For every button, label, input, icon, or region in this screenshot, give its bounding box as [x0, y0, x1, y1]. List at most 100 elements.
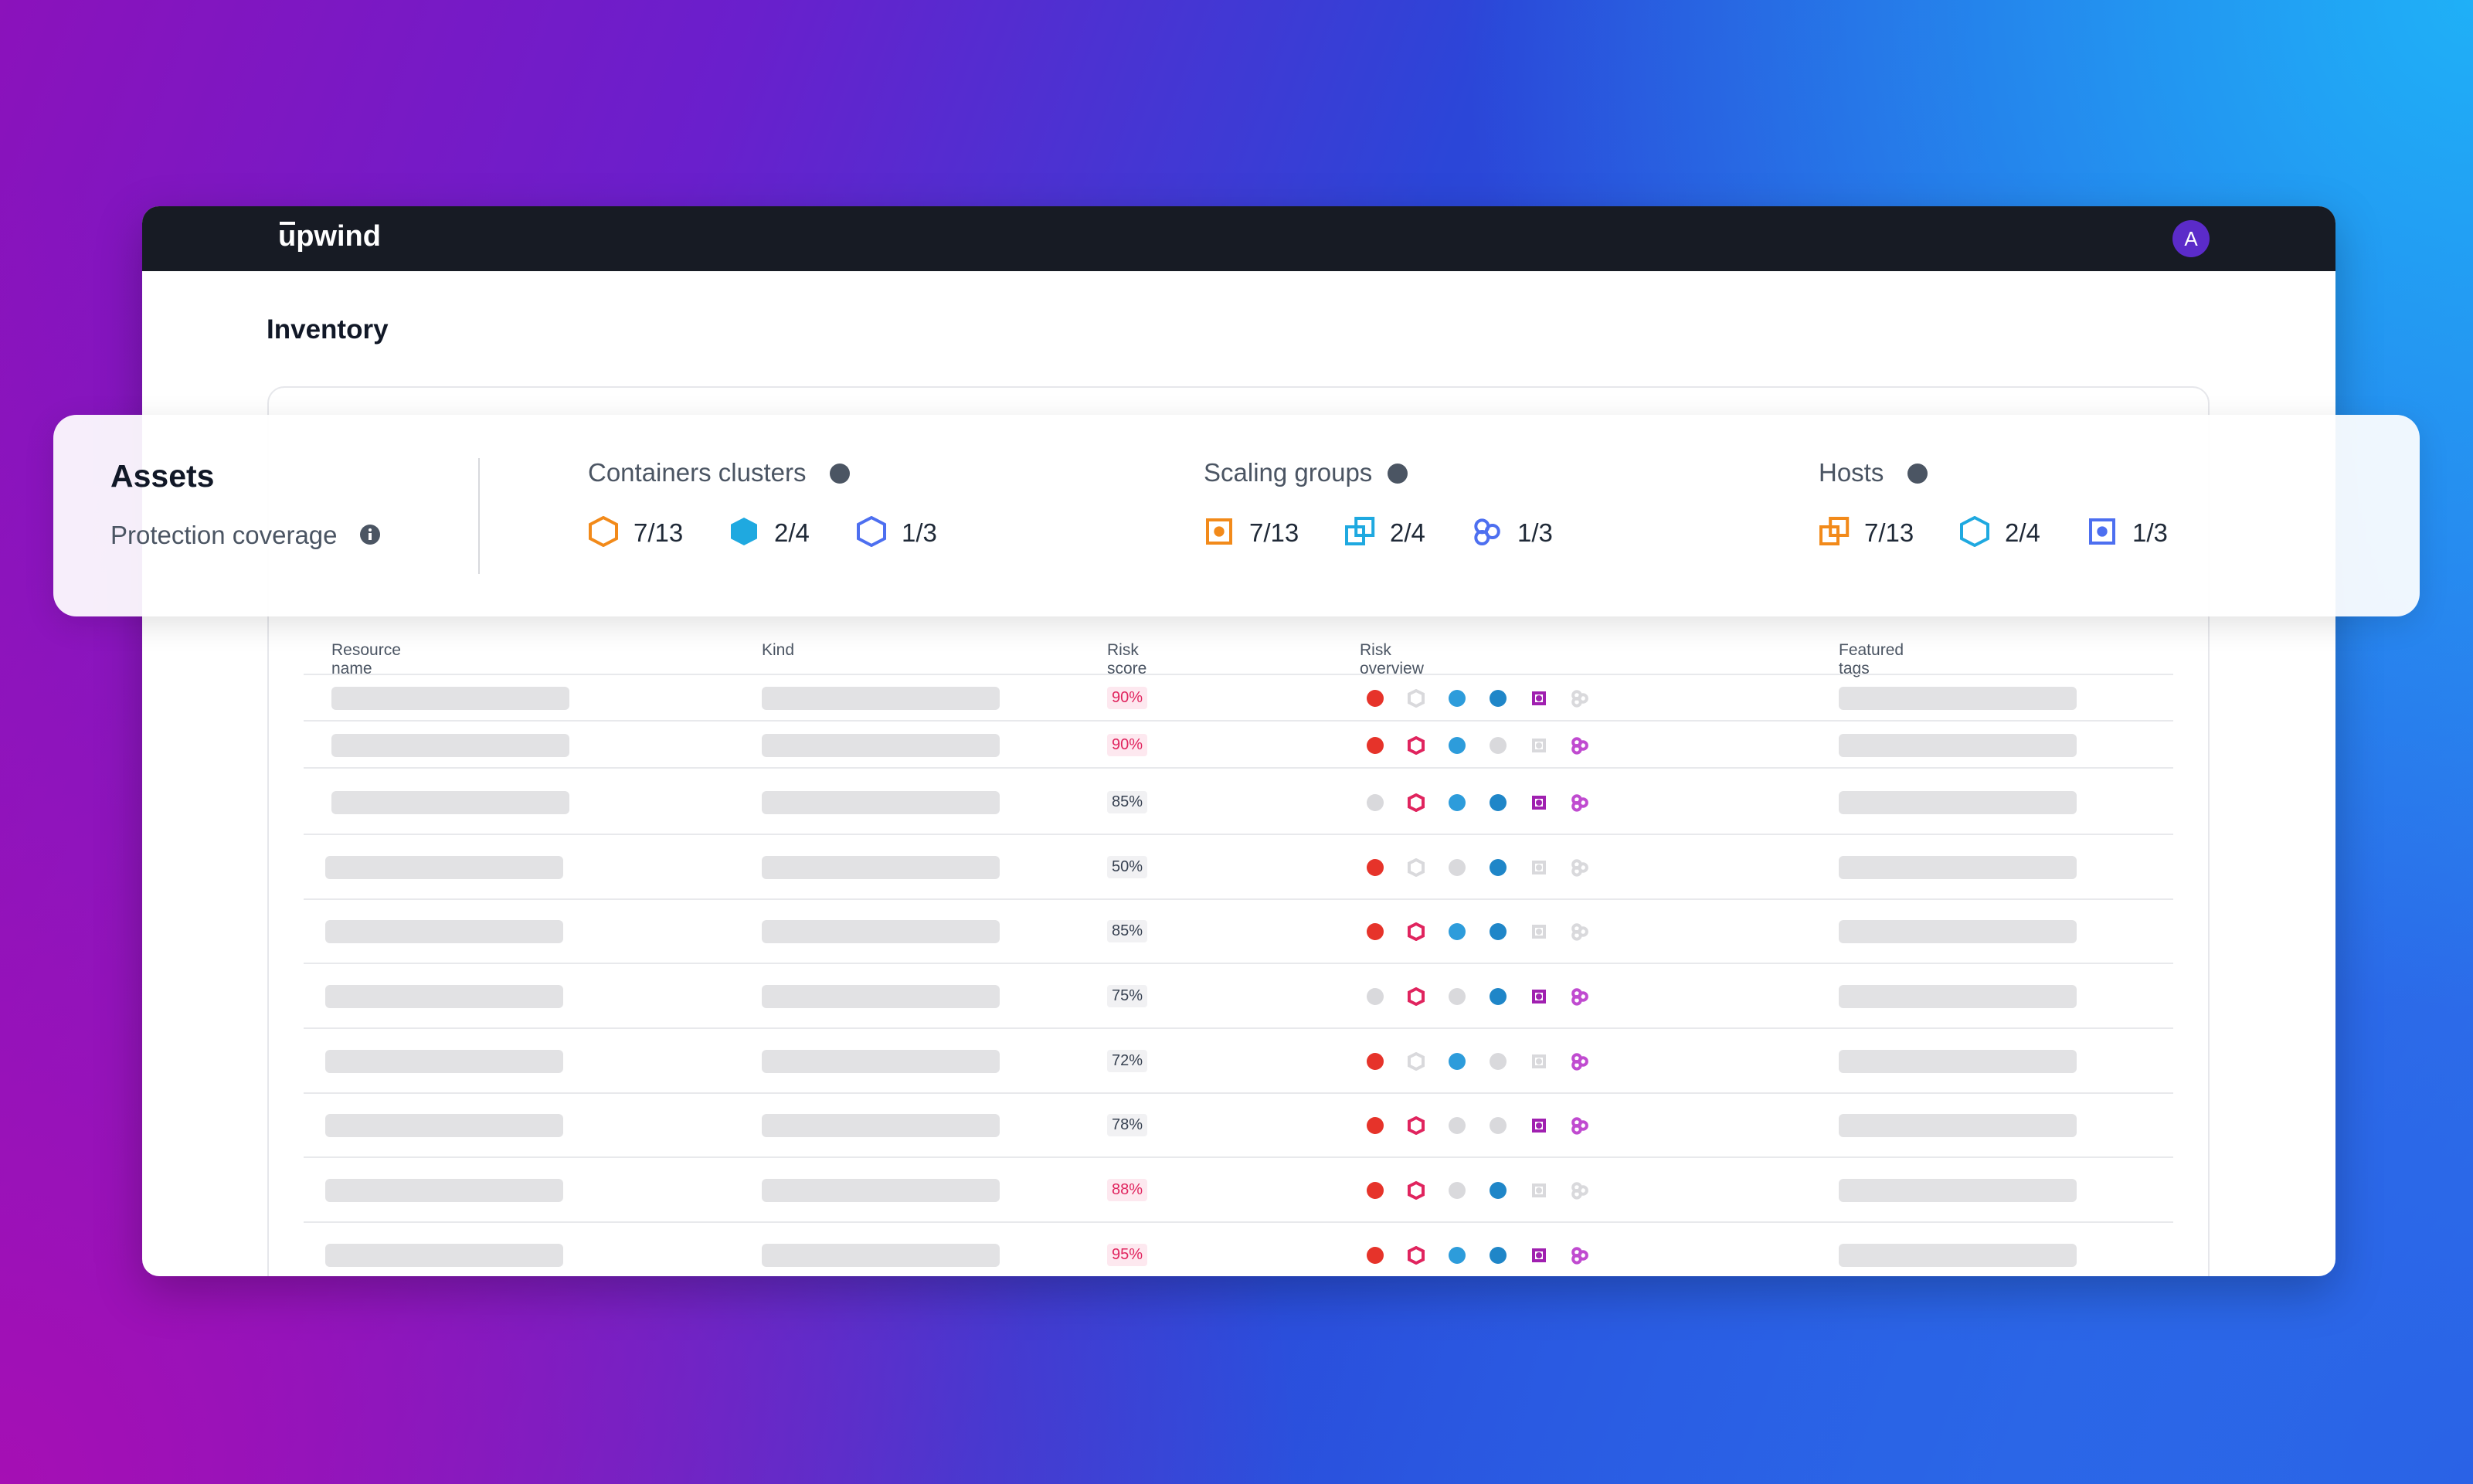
- risk-icon: [1530, 922, 1548, 941]
- info-icon[interactable]: [1907, 464, 1928, 484]
- risk-icon: [1407, 688, 1425, 708]
- risk-icon: [1407, 735, 1425, 756]
- risk-score: 88%: [1107, 1179, 1148, 1201]
- divider: [478, 458, 480, 574]
- risk-icon: [1571, 1181, 1589, 1200]
- row-separator: [304, 898, 2173, 900]
- row-separator: [304, 1027, 2173, 1029]
- logo[interactable]: upwind: [278, 220, 381, 253]
- risk-icon: [1571, 736, 1589, 755]
- risk-icon: [1530, 1246, 1548, 1265]
- risk-icon: [1448, 922, 1466, 941]
- risk-icon: [1448, 689, 1466, 708]
- risk-icon: [1530, 1181, 1548, 1200]
- group-icon: [1959, 515, 1990, 548]
- risk-icon: [1571, 1052, 1589, 1071]
- name-placeholder: [325, 1114, 563, 1137]
- risk-icon: [1448, 858, 1466, 877]
- group-icon: [1819, 516, 1850, 547]
- kind-placeholder: [762, 920, 1000, 943]
- risk-icon: [1571, 987, 1589, 1006]
- risk-score: 50%: [1107, 856, 1148, 878]
- coverage-count: 2/4: [774, 518, 810, 547]
- risk-icon: [1489, 987, 1507, 1006]
- risk-icon: [1448, 793, 1466, 812]
- risk-score: 72%: [1107, 1050, 1148, 1072]
- tag-placeholder: [1839, 920, 2077, 943]
- risk-icon: [1366, 987, 1384, 1006]
- tag-placeholder: [1839, 687, 2077, 710]
- name-placeholder: [325, 1050, 563, 1073]
- app-window: upwind A Inventory Resource name Kind Risk…: [142, 206, 2335, 1276]
- kind-placeholder: [762, 1179, 1000, 1202]
- risk-icon: [1571, 1246, 1589, 1265]
- coverage-count: 7/13: [1864, 518, 1914, 547]
- group-icon: [588, 515, 619, 548]
- kind-placeholder: [762, 791, 1000, 814]
- name-placeholder: [325, 1179, 563, 1202]
- row-separator: [304, 834, 2173, 835]
- risk-icon: [1366, 793, 1384, 812]
- risk-icon: [1571, 922, 1589, 941]
- info-icon[interactable]: [358, 523, 382, 546]
- risk-icon: [1571, 689, 1589, 708]
- risk-icon: [1448, 1246, 1466, 1265]
- info-icon[interactable]: [1388, 464, 1408, 484]
- risk-icon: [1366, 858, 1384, 877]
- tag-placeholder: [1839, 985, 2077, 1008]
- top-bar: upwind A: [142, 206, 2335, 271]
- risk-score: 75%: [1107, 985, 1148, 1007]
- coverage-count: 7/13: [1249, 518, 1299, 547]
- coverage-count: 7/13: [634, 518, 684, 547]
- risk-icon: [1407, 1245, 1425, 1265]
- risk-icon: [1530, 858, 1548, 877]
- risk-icon: [1366, 689, 1384, 708]
- risk-icon: [1489, 1052, 1507, 1071]
- risk-icon: [1489, 1181, 1507, 1200]
- risk-icon: [1407, 857, 1425, 878]
- logo-mark: [280, 222, 295, 225]
- summary-subtitle: Protection coverage: [110, 521, 338, 549]
- name-placeholder: [325, 856, 563, 879]
- column-header: Featured tags: [1839, 641, 1904, 677]
- tag-placeholder: [1839, 1179, 2077, 1202]
- risk-icon: [1407, 1180, 1425, 1200]
- risk-icon: [1489, 793, 1507, 812]
- name-placeholder: [325, 1244, 563, 1267]
- risk-icon: [1448, 1181, 1466, 1200]
- avatar[interactable]: A: [2172, 220, 2210, 257]
- risk-icon: [1366, 1116, 1384, 1135]
- info-icon[interactable]: [830, 464, 850, 484]
- summary-panel: Assets Protection coverage Containers cl…: [53, 415, 2420, 616]
- risk-icon: [1448, 987, 1466, 1006]
- kind-placeholder: [762, 687, 1000, 710]
- risk-icon: [1530, 736, 1548, 755]
- row-separator: [304, 1092, 2173, 1094]
- risk-icon: [1366, 736, 1384, 755]
- risk-icon: [1571, 858, 1589, 877]
- tag-placeholder: [1839, 1114, 2077, 1137]
- risk-score: 95%: [1107, 1244, 1148, 1266]
- group-title: Scaling groups: [1204, 458, 1373, 487]
- column-header: Resource name: [331, 641, 401, 677]
- kind-placeholder: [762, 856, 1000, 879]
- risk-icon: [1407, 922, 1425, 942]
- coverage-count: 1/3: [902, 518, 937, 547]
- risk-icon: [1407, 1116, 1425, 1136]
- name-placeholder: [325, 920, 563, 943]
- row-separator: [304, 767, 2173, 769]
- risk-icon: [1530, 987, 1548, 1006]
- row-separator: [304, 963, 2173, 964]
- header-separator: [304, 674, 2173, 675]
- tag-placeholder: [1839, 1244, 2077, 1267]
- risk-icon: [1530, 793, 1548, 812]
- group-icon: [1344, 516, 1375, 547]
- risk-icon: [1366, 1181, 1384, 1200]
- risk-icon: [1530, 1116, 1548, 1135]
- risk-score: 85%: [1107, 920, 1148, 942]
- kind-placeholder: [762, 1244, 1000, 1267]
- risk-icon: [1407, 1051, 1425, 1071]
- risk-icon: [1366, 922, 1384, 941]
- row-separator: [304, 720, 2173, 722]
- risk-icon: [1407, 793, 1425, 813]
